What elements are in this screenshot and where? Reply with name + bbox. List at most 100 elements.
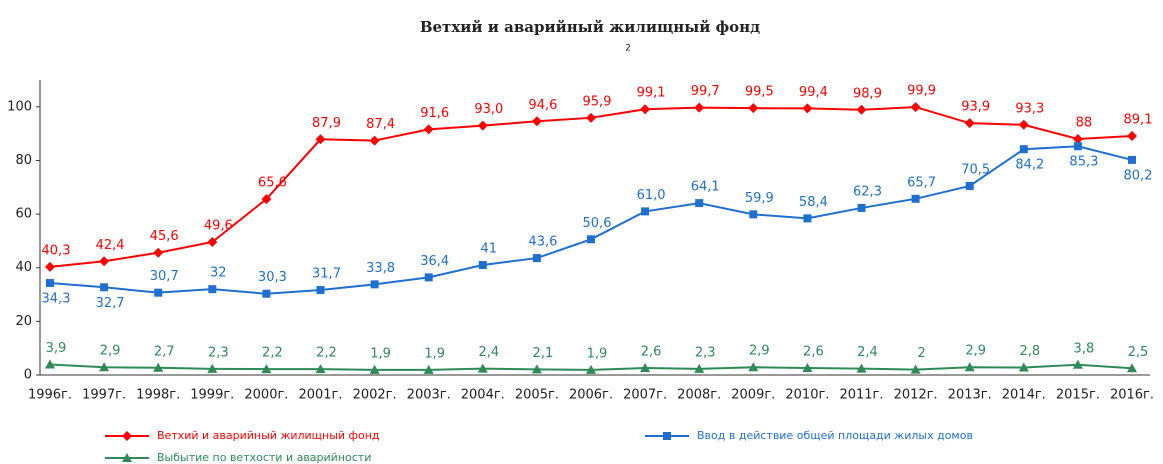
y-tick-label: 100 [7,99,32,114]
data-label: 93,0 [474,102,503,117]
data-label: 2,9 [100,344,121,359]
data-point [1072,134,1083,144]
data-label: 65,7 [907,175,936,190]
data-point [207,236,218,247]
data-label: 2,4 [478,345,499,360]
x-tick-label: 1996г. [28,388,72,403]
data-point [369,364,380,374]
data-label: 30,7 [150,269,179,284]
data-label: 59,9 [745,191,774,206]
data-label: 94,6 [528,98,557,113]
data-label: 40,3 [42,243,71,258]
data-point [423,364,434,374]
data-label: 87,4 [366,117,395,132]
data-label: 62,3 [853,184,882,199]
data-label: 2,9 [965,344,986,359]
data-label: 45,6 [150,229,179,244]
data-label: 99,7 [691,84,720,99]
legend-marker [122,453,132,462]
chart-subtitle: 2 [625,44,631,54]
data-point [802,103,813,114]
data-point [1018,362,1029,372]
data-point [100,283,109,292]
data-label: 65,6 [258,176,287,191]
x-tick-label: 2009г. [731,388,775,403]
data-point [424,273,433,282]
data-point [964,362,975,372]
data-point [153,247,164,258]
data-point [369,135,380,146]
legend-label: Выбытие по ветхости и аварийности [157,451,371,464]
legend-marker [122,431,132,441]
x-tick-label: 2000г. [244,388,288,403]
x-tick-label: 2012г. [894,388,938,403]
data-label: 2,5 [1128,345,1149,360]
data-point [370,280,379,289]
x-tick-label: 2013г. [948,388,992,403]
data-label: 61,0 [637,188,666,203]
data-label: 58,4 [799,195,828,210]
data-point [586,364,596,374]
x-tick-label: 2004г. [461,388,505,403]
data-point [208,285,217,294]
data-point [857,203,866,212]
data-label: 99,9 [907,84,936,99]
data-point [478,261,487,270]
data-point [99,256,110,267]
x-tick-label: 1999г. [190,388,234,403]
data-point [1019,145,1028,154]
data-point [477,363,488,373]
data-point [154,288,163,297]
data-point [46,279,54,288]
legend-label: Ветхий и аварийный жилищный фонд [157,429,380,442]
data-label: 98,9 [853,86,882,101]
data-label: 32 [210,266,227,281]
data-label: 2,2 [262,346,283,361]
data-point [315,364,326,374]
data-label: 1,9 [424,346,445,361]
data-label: 49,6 [204,218,233,233]
data-label: 30,3 [258,270,287,285]
data-label: 1,9 [587,346,608,361]
data-label: 33,8 [366,261,395,276]
data-point [910,364,921,374]
data-point [694,363,705,373]
x-tick-label: 1998г. [136,388,180,403]
data-label: 85,3 [1069,155,1098,170]
data-point [641,207,650,216]
data-point [803,214,812,223]
data-point [45,261,55,272]
x-tick-label: 2006г. [569,388,613,403]
data-point [262,289,271,298]
data-point [694,102,705,113]
x-tick-label: 2016г. [1110,388,1154,403]
data-point [207,363,218,373]
data-point [531,364,542,374]
data-point [748,362,759,372]
y-tick-label: 60 [15,207,32,222]
x-tick-label: 2002г. [353,388,397,403]
x-tick-label: 1997г. [82,388,126,403]
x-tick-label: 2010г. [785,388,829,403]
data-label: 64,1 [691,180,720,195]
data-label: 2,6 [641,345,662,360]
data-label: 1,9 [370,346,391,361]
x-tick-label: 2014г. [1002,388,1046,403]
data-label: 32,7 [96,296,125,311]
data-point [1128,155,1136,164]
data-point [1127,363,1137,373]
data-label: 93,9 [961,100,990,115]
y-tick-label: 80 [15,153,32,168]
data-label: 80,2 [1124,168,1153,183]
data-point [695,199,704,208]
data-label: 70,5 [961,162,990,177]
x-tick-label: 2008г. [677,388,721,403]
data-label: 2,8 [1019,344,1040,359]
x-tick-label: 2011г. [839,388,883,403]
chart-title: Ветхий и аварийный жилищный фонд [420,18,760,36]
data-point [153,362,164,372]
y-tick-label: 40 [15,260,32,275]
data-label: 3,9 [46,341,67,356]
data-label: 99,1 [637,86,666,101]
